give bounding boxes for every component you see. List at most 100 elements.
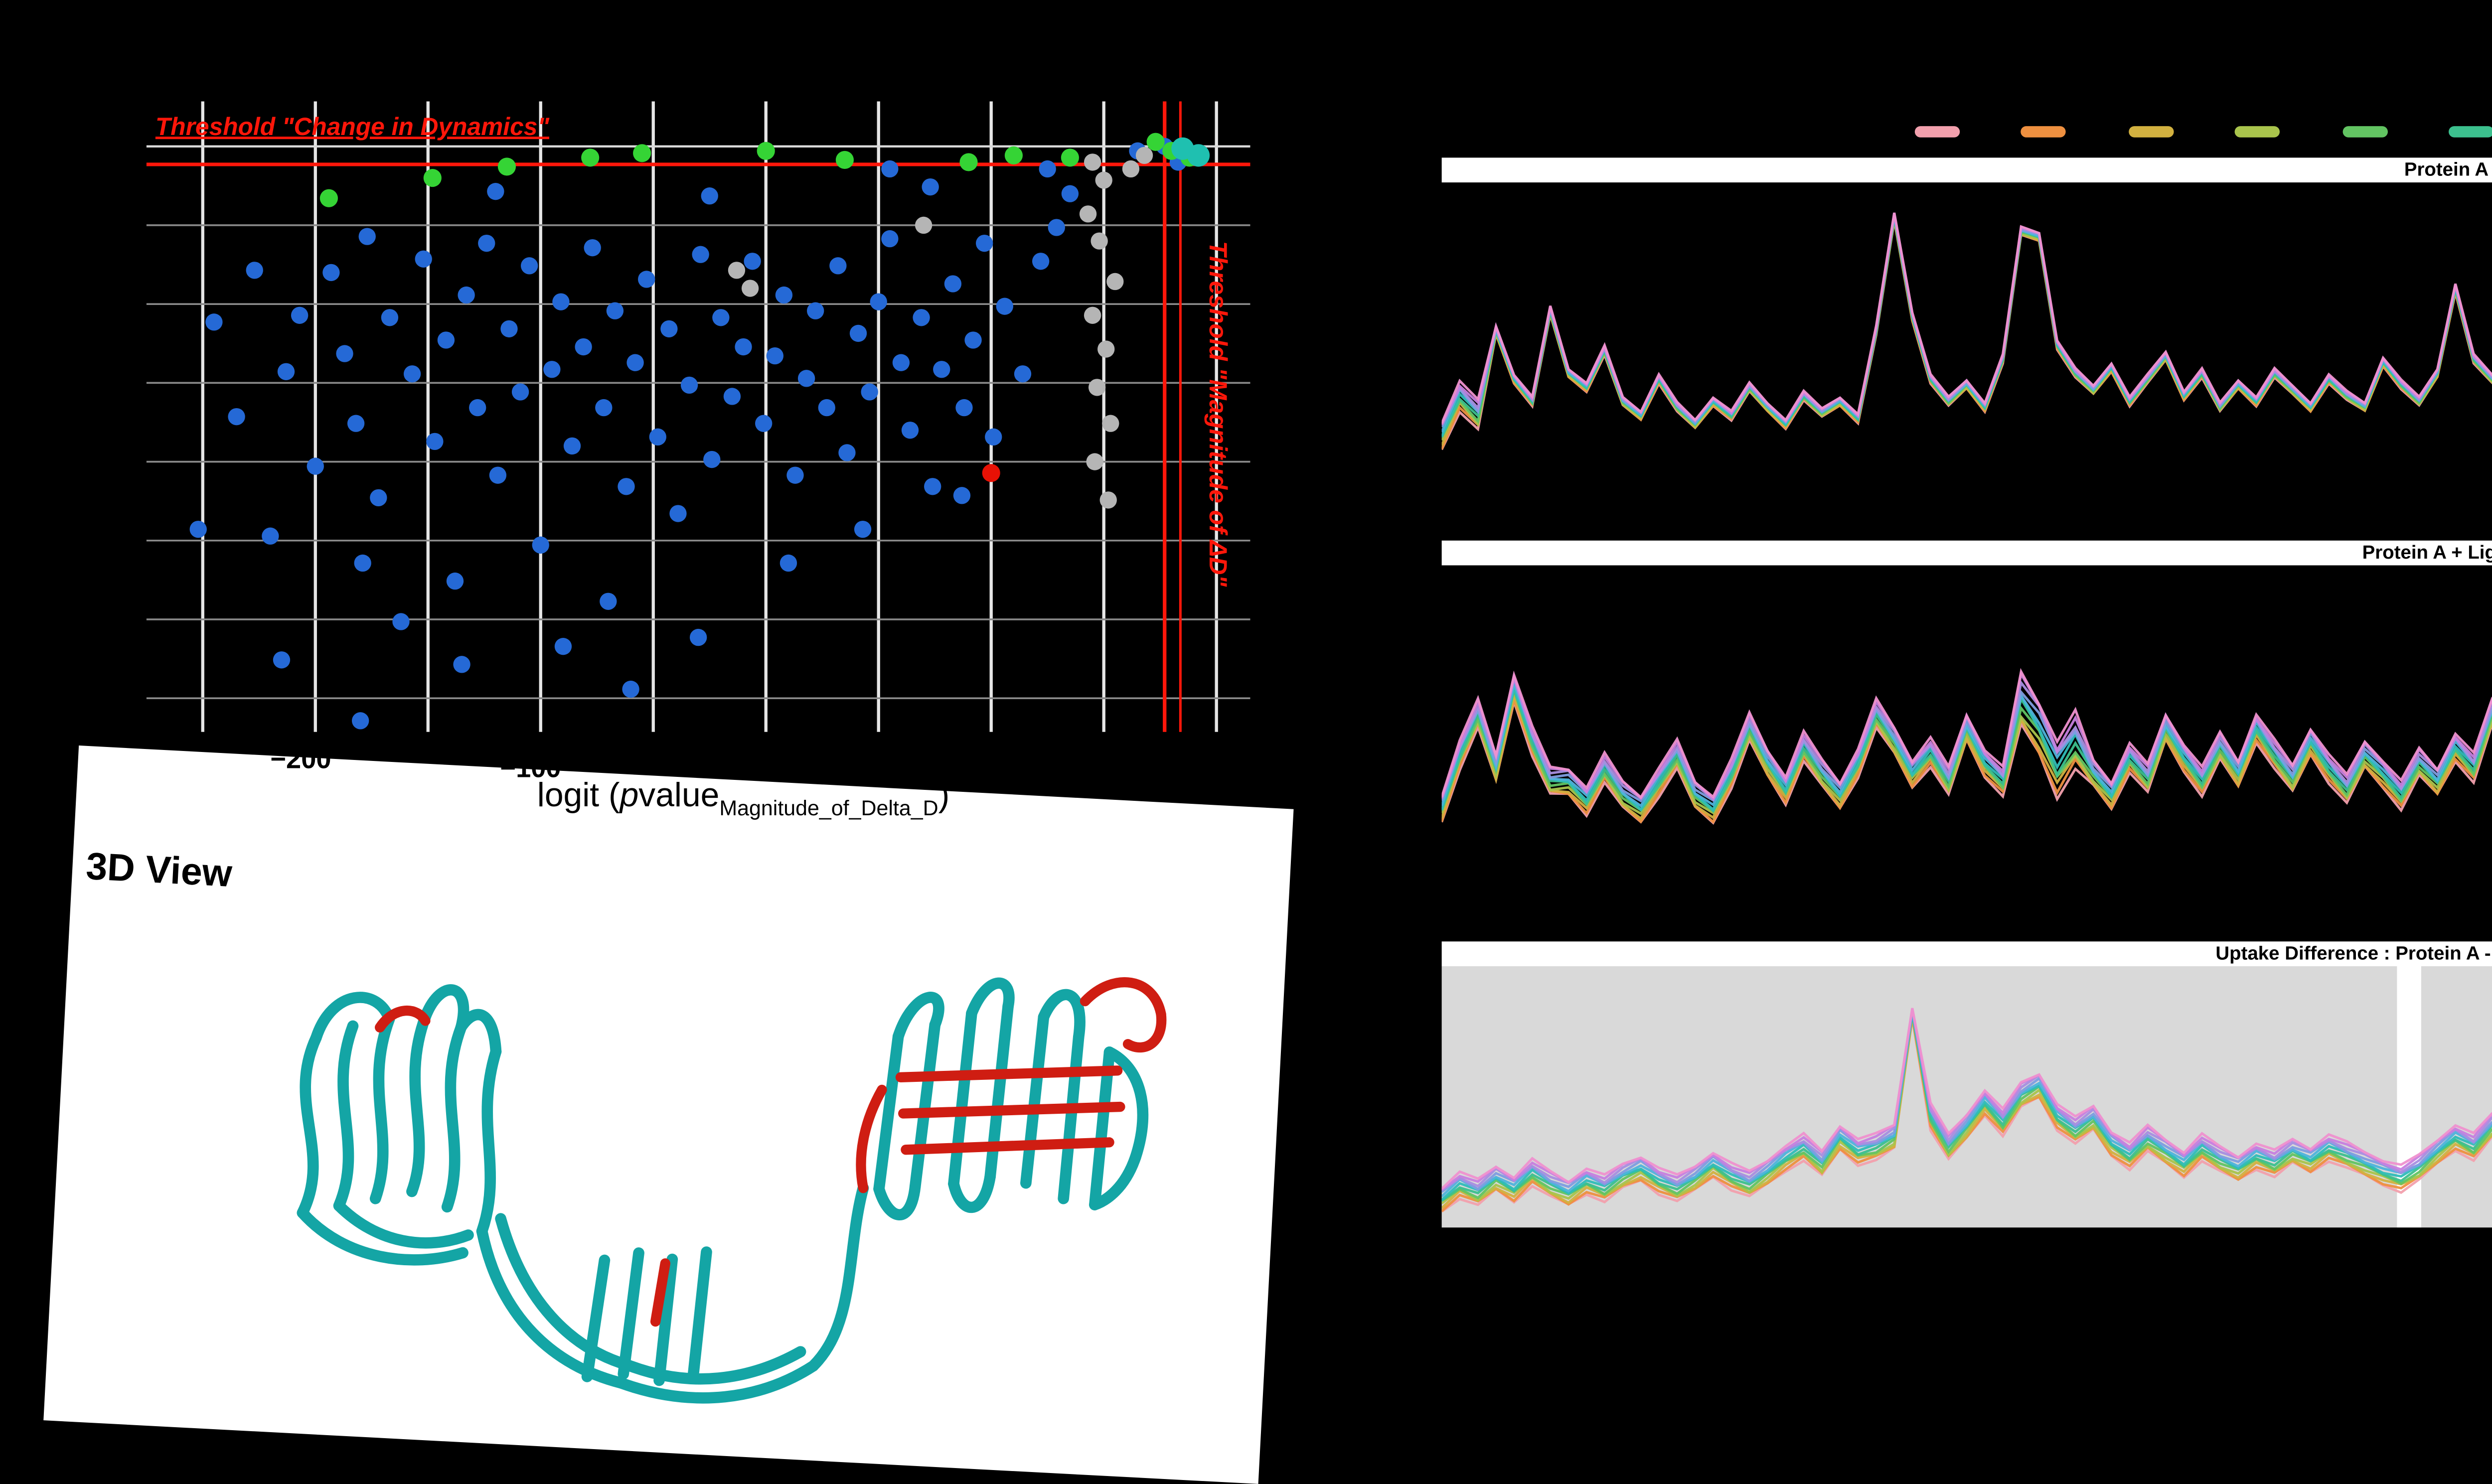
uptake-series-line-8[interactable]	[1441, 1009, 2492, 1193]
volcano-point-gray[interactable]	[1086, 453, 1103, 470]
uptake-series-line-0[interactable]	[1441, 220, 2492, 477]
volcano-point-blue[interactable]	[881, 230, 899, 248]
uptake-series-line-2[interactable]	[1441, 1016, 2492, 1209]
volcano-point-blue[interactable]	[861, 383, 878, 401]
volcano-point-blue[interactable]	[381, 309, 399, 326]
uptake-series-line-4[interactable]	[1441, 217, 2492, 438]
volcano-point-blue[interactable]	[1032, 253, 1050, 270]
volcano-point-gray[interactable]	[741, 280, 759, 297]
uptake-series-line-10[interactable]	[1441, 203, 2492, 426]
volcano-point-blue[interactable]	[779, 554, 797, 572]
volcano-point-blue[interactable]	[347, 415, 365, 432]
volcano-point-gray[interactable]	[1102, 415, 1119, 432]
volcano-point-gray[interactable]	[1090, 232, 1108, 250]
volcano-point-gray[interactable]	[1095, 171, 1112, 189]
volcano-point-blue[interactable]	[806, 302, 824, 319]
volcano-point-blue[interactable]	[520, 257, 538, 275]
volcano-point-blue[interactable]	[838, 444, 856, 461]
uptake-series-line-3[interactable]	[1441, 219, 2492, 444]
volcano-point-blue[interactable]	[273, 651, 291, 669]
volcano-point-blue[interactable]	[901, 422, 919, 439]
uptake-series-line-6[interactable]	[1441, 618, 2492, 812]
volcano-point-blue[interactable]	[638, 271, 655, 288]
volcano-point-blue[interactable]	[712, 309, 730, 326]
volcano-point-blue[interactable]	[446, 572, 464, 590]
volcano-point-blue[interactable]	[478, 234, 495, 252]
volcano-point-blue[interactable]	[618, 478, 635, 495]
volcano-point-blue[interactable]	[600, 593, 617, 610]
volcano-point-blue[interactable]	[487, 183, 504, 200]
volcano-point-gray[interactable]	[915, 216, 933, 234]
volcano-point-blue[interactable]	[262, 527, 279, 545]
uptake-series-line-1[interactable]	[1441, 1017, 2492, 1212]
volcano-point-blue[interactable]	[584, 239, 601, 257]
volcano-point-blue[interactable]	[854, 520, 872, 538]
volcano-point-gray[interactable]	[1099, 491, 1117, 509]
volcano-point-green[interactable]	[423, 168, 442, 187]
volcano-point-gray[interactable]	[1135, 147, 1153, 164]
legend-marker-1[interactable]	[2022, 126, 2067, 137]
volcano-point-blue[interactable]	[1061, 185, 1079, 202]
volcano-point-blue[interactable]	[307, 457, 324, 475]
volcano-point-blue[interactable]	[622, 680, 639, 698]
volcano-point-blue[interactable]	[453, 656, 470, 673]
protein-structure[interactable]	[135, 898, 1263, 1462]
volcano-point-blue[interactable]	[189, 520, 207, 538]
volcano-point-gray[interactable]	[1097, 340, 1115, 358]
volcano-point-blue[interactable]	[626, 354, 644, 371]
structure-view-card[interactable]: 3D View	[43, 745, 1294, 1484]
volcano-point-blue[interactable]	[1039, 160, 1056, 178]
volcano-point-red[interactable]	[982, 464, 1000, 482]
volcano-point-blue[interactable]	[511, 383, 529, 401]
volcano-point-green[interactable]	[835, 150, 854, 169]
uptake-series-line-7[interactable]	[1441, 214, 2492, 433]
uptake-series-line-8[interactable]	[1441, 214, 2492, 428]
uptake-series-line-7[interactable]	[1441, 1011, 2492, 1197]
volcano-point-blue[interactable]	[403, 365, 421, 383]
volcano-point-blue[interactable]	[370, 489, 387, 507]
volcano-point-blue[interactable]	[426, 433, 444, 450]
volcano-point-blue[interactable]	[552, 293, 570, 310]
volcano-point-blue[interactable]	[554, 638, 572, 655]
legend-marker-2[interactable]	[2128, 126, 2174, 137]
volcano-point-blue[interactable]	[606, 302, 624, 319]
uptake-series-line-11[interactable]	[1441, 193, 2492, 424]
volcano-point-green[interactable]	[1146, 133, 1165, 151]
volcano-point-blue[interactable]	[660, 320, 678, 338]
volcano-point-blue[interactable]	[775, 286, 793, 304]
uptake-series-line-7[interactable]	[1441, 608, 2492, 808]
volcano-point-green[interactable]	[581, 148, 600, 167]
volcano-point-blue[interactable]	[786, 466, 804, 484]
volcano-point-blue[interactable]	[881, 160, 899, 178]
uptake-series-line-5[interactable]	[1441, 216, 2492, 438]
uptake-series-line-6[interactable]	[1441, 1013, 2492, 1201]
volcano-point-blue[interactable]	[924, 478, 941, 495]
uptake-chart-protein-a[interactable]	[1441, 182, 2492, 520]
volcano-point-blue[interactable]	[336, 345, 353, 362]
legend-marker-5[interactable]	[2449, 126, 2492, 137]
volcano-point-blue[interactable]	[964, 331, 982, 349]
uptake-difference-chart[interactable]	[1441, 966, 2492, 1227]
volcano-point-blue[interactable]	[500, 320, 518, 338]
legend-marker-3[interactable]	[2235, 126, 2281, 137]
volcano-point-green[interactable]	[633, 144, 651, 162]
uptake-series-line-2[interactable]	[1441, 220, 2492, 451]
volcano-point-blue[interactable]	[933, 361, 950, 378]
volcano-point-blue[interactable]	[692, 246, 709, 263]
volcano-point-blue[interactable]	[985, 428, 1002, 446]
volcano-point-blue[interactable]	[744, 253, 761, 270]
volcano-point-blue[interactable]	[735, 338, 752, 356]
volcano-point-green[interactable]	[319, 189, 338, 207]
volcano-point-blue[interactable]	[703, 450, 721, 468]
volcano-point-blue[interactable]	[351, 712, 369, 730]
volcano-point-blue[interactable]	[532, 536, 549, 554]
uptake-series-line-11[interactable]	[1441, 1008, 2492, 1190]
volcano-point-gray[interactable]	[1122, 160, 1140, 178]
volcano-point-blue[interactable]	[953, 487, 971, 504]
volcano-plot[interactable]: Threshold "Change in Dynamics" Threshold…	[146, 101, 1250, 732]
uptake-series-line-1[interactable]	[1441, 220, 2492, 464]
volcano-point-blue[interactable]	[723, 388, 741, 405]
uptake-series-line-6[interactable]	[1441, 216, 2492, 437]
volcano-point-blue[interactable]	[437, 331, 455, 349]
volcano-point-blue[interactable]	[913, 309, 930, 326]
